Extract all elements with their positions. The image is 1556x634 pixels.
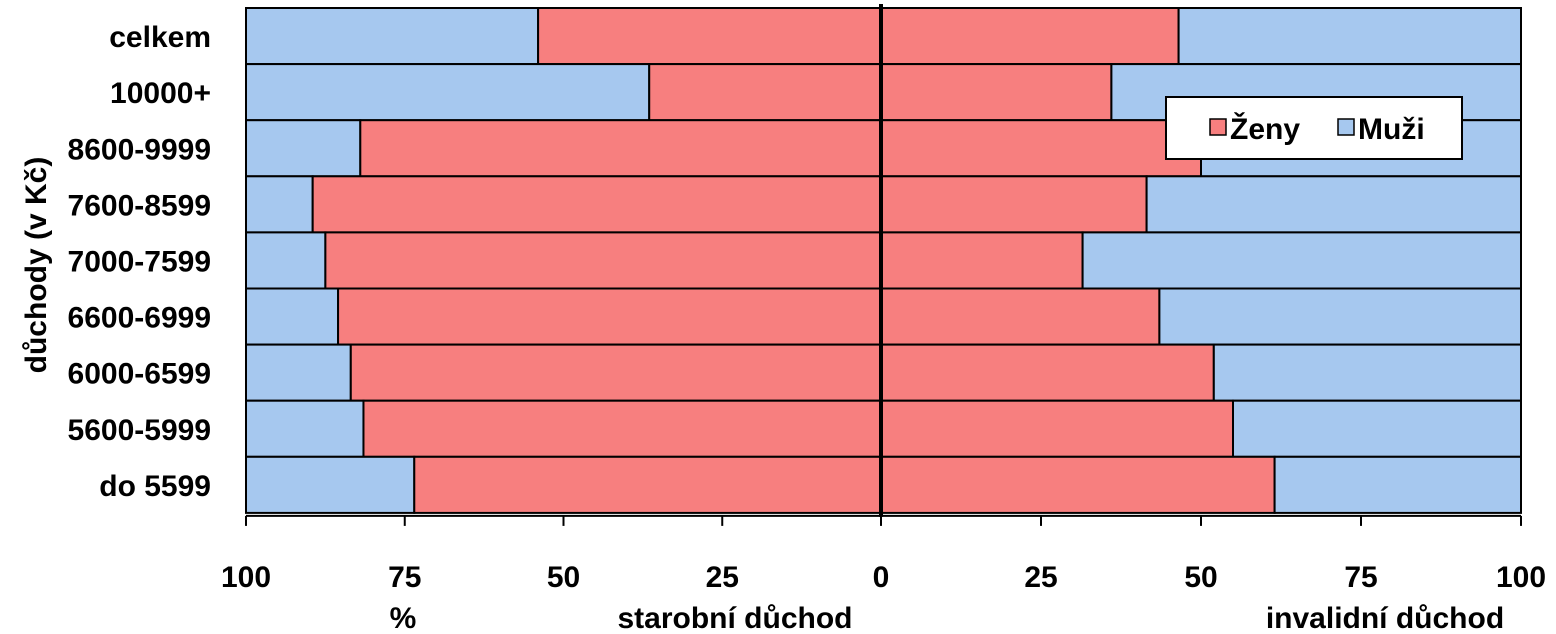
bar-starobni-muzi-4 [245,231,327,290]
x-tick-label-left-2: 50 [547,561,580,594]
legend-swatch-1 [1337,118,1355,136]
category-label-1: 10000+ [110,77,211,110]
category-label-3: 7600-8599 [68,189,211,222]
category-label-6: 6000-6599 [68,358,211,391]
bar-starobni-zeny-3 [311,175,882,234]
category-label-7: 5600-5999 [68,414,211,447]
bar-starobni-zeny-0 [537,7,882,66]
legend-swatch-0 [1209,118,1227,136]
x-tick-label-right-0: 25 [1024,561,1057,594]
x-label-invalidni: invalidní důchod [1266,602,1504,634]
bar-starobni-zeny-6 [349,343,882,402]
labels-layer: celkem 10000+ 8600-9999 7600-8599 7000-7599 6… [20,21,1546,634]
bar-starobni-zeny-8 [413,455,882,514]
legend-label-1: Muži [1358,113,1425,146]
bar-starobni-muzi-7 [245,399,365,458]
bar-starobni-muzi-6 [245,343,352,402]
bar-starobni-muzi-2 [245,119,362,178]
bars-layer [245,7,1523,514]
category-label-4: 7000-7599 [68,245,211,278]
bar-starobni-muzi-0 [245,7,540,66]
bar-starobni-zeny-4 [324,231,882,290]
legend: Ženy Muži [1165,96,1463,160]
bar-invalidni-zeny-3 [880,175,1148,234]
bar-starobni-muzi-8 [245,455,416,514]
bar-invalidni-zeny-8 [880,455,1276,514]
bar-invalidni-zeny-4 [880,231,1084,290]
bar-invalidni-zeny-0 [880,7,1180,66]
x-tick-label-left-3: 25 [706,561,739,594]
bar-invalidni-muzi-3 [1145,175,1522,234]
bar-starobni-zeny-5 [337,287,882,346]
category-label-5: 6600-6999 [68,302,211,335]
bar-invalidni-muzi-4 [1081,231,1522,290]
bar-invalidni-muzi-7 [1232,399,1522,458]
y-axis-label: důchody (v Kč) [20,157,53,374]
legend-label-0: Ženy [1230,112,1300,146]
bar-starobni-zeny-1 [648,63,882,122]
bar-starobni-muzi-3 [245,175,314,234]
bar-invalidni-zeny-6 [880,343,1215,402]
x-unit-label: % [390,602,417,634]
axes-layer [245,4,1522,526]
bar-invalidni-zeny-2 [880,119,1202,178]
x-tick-label-left-1: 75 [388,561,421,594]
category-label-2: 8600-9999 [68,133,211,166]
x-tick-label-right-1: 50 [1184,561,1217,594]
category-label-8: do 5599 [99,470,211,503]
x-tick-label-right-3: 100 [1496,561,1546,594]
category-label-0: celkem [109,21,211,54]
bar-invalidni-muzi-5 [1158,287,1523,346]
bar-invalidni-muzi-0 [1177,7,1522,66]
x-tick-label-right-2: 75 [1344,561,1377,594]
bar-starobni-zeny-2 [359,119,882,178]
x-tick-label-left-0: 100 [221,561,271,594]
bar-invalidni-zeny-1 [880,63,1113,122]
bar-invalidni-muzi-8 [1273,455,1522,514]
bar-invalidni-zeny-7 [880,399,1234,458]
bar-invalidni-muzi-6 [1212,343,1523,402]
bar-starobni-muzi-5 [245,287,340,346]
x-label-starobni: starobní důchod [618,602,853,634]
bar-invalidni-zeny-5 [880,287,1161,346]
x-tick-label-left-4: 0 [873,561,890,594]
bar-starobni-zeny-7 [362,399,883,458]
bar-starobni-muzi-1 [245,63,651,122]
